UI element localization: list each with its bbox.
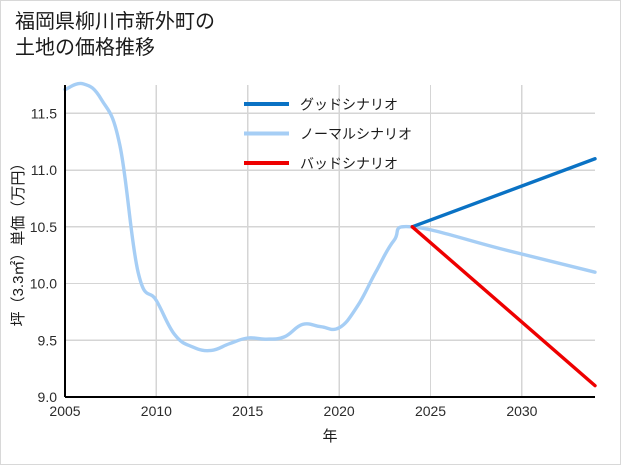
y-tick-11.0: 11.0 bbox=[31, 162, 57, 178]
y-tick-10.0: 10.0 bbox=[30, 276, 57, 292]
y-tick-9.0: 9.0 bbox=[38, 389, 58, 405]
series-layer bbox=[63, 81, 597, 388]
y-tick-10.5: 10.5 bbox=[30, 219, 57, 235]
y-tick-9.5: 9.5 bbox=[38, 332, 58, 348]
y-tick-11.5: 11.5 bbox=[31, 105, 57, 121]
series-line-good bbox=[410, 157, 597, 229]
legend-label-normal: ノーマルシナリオ bbox=[300, 126, 412, 142]
y-axis-title: 坪（3.3㎡）単価（万円） bbox=[10, 156, 27, 327]
x-tick-2020: 2020 bbox=[324, 403, 355, 419]
x-axis-tick-labels: 2005 2010 2015 2020 2025 2030 bbox=[49, 403, 537, 419]
series-line-normal bbox=[63, 81, 597, 353]
x-tick-2015: 2015 bbox=[232, 403, 263, 419]
axis-spines bbox=[63, 85, 595, 399]
series-line-bad bbox=[410, 225, 597, 388]
x-tick-2010: 2010 bbox=[141, 403, 172, 419]
x-axis-title: 年 bbox=[322, 428, 337, 445]
chart-title: 福岡県柳川市新外町の 土地の価格推移 bbox=[15, 11, 215, 60]
legend-label-bad: バッドシナリオ bbox=[300, 156, 398, 172]
y-axis-tick-labels: 9.0 9.5 10.0 10.5 11.0 11.5 bbox=[30, 105, 57, 405]
x-tick-2030: 2030 bbox=[506, 403, 537, 419]
legend-label-good: グッドシナリオ bbox=[300, 97, 398, 113]
x-tick-2025: 2025 bbox=[415, 403, 446, 419]
x-tick-2005: 2005 bbox=[49, 403, 80, 419]
